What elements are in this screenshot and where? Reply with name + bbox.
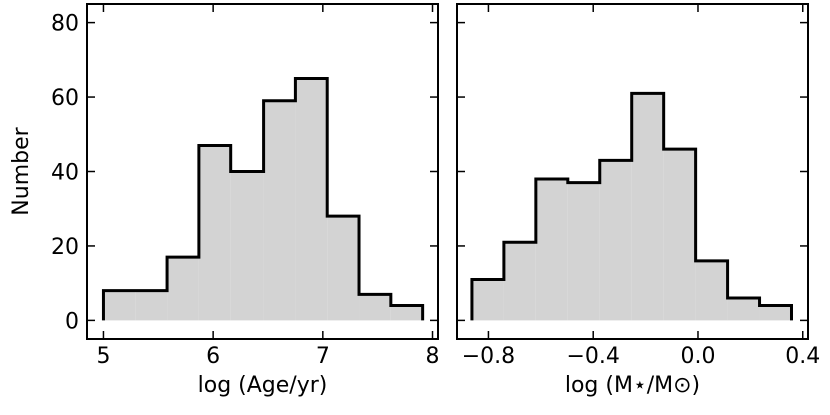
- bar: [135, 290, 168, 321]
- bar: [167, 257, 199, 321]
- bar: [471, 279, 504, 321]
- bar: [759, 305, 792, 321]
- x-tick-label: 7: [316, 344, 330, 369]
- x-tick-label: 6: [206, 344, 220, 369]
- bar: [631, 93, 664, 321]
- bar: [230, 171, 264, 321]
- bar: [663, 149, 696, 321]
- x-axis-label: log (M⋆/M⊙): [565, 373, 700, 398]
- bar: [263, 100, 296, 321]
- x-tick-label: −0.8: [462, 344, 515, 369]
- x-tick-label: 0.0: [680, 344, 715, 369]
- y-tick-label: 20: [51, 235, 79, 260]
- y-axis-label: Number: [9, 126, 34, 215]
- x-axis-label: log (Age/yr): [198, 373, 328, 398]
- y-tick-label: 0: [65, 309, 79, 334]
- bar: [103, 290, 136, 321]
- x-tick-label: 5: [96, 344, 110, 369]
- bar: [198, 145, 231, 321]
- bar: [503, 242, 536, 321]
- x-tick-label: 0.4: [785, 344, 820, 369]
- y-tick-label: 80: [51, 12, 79, 37]
- bar: [727, 298, 760, 321]
- bar: [327, 216, 360, 321]
- histogram-outline: [470, 91, 793, 321]
- x-tick-label: 8: [426, 344, 440, 369]
- bar: [599, 160, 632, 321]
- bar: [695, 260, 728, 321]
- y-tick-label: 60: [51, 86, 79, 111]
- bar: [567, 182, 600, 321]
- x-tick-label: −0.4: [566, 344, 619, 369]
- bar: [535, 178, 568, 321]
- bar: [390, 305, 423, 321]
- bar: [359, 294, 391, 321]
- histogram-outline: [101, 76, 425, 321]
- y-tick-label: 40: [51, 161, 79, 186]
- bar: [295, 78, 328, 321]
